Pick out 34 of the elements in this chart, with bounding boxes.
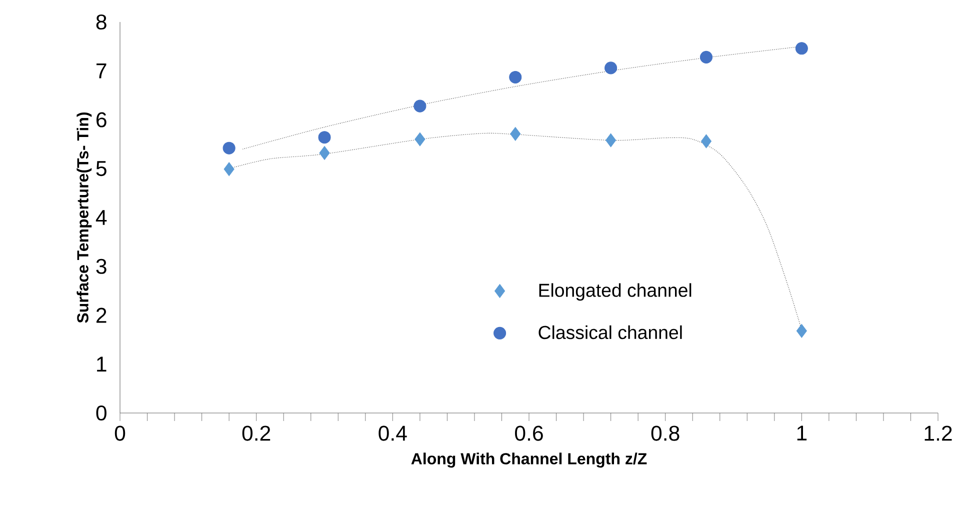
x-tick-label: 0.4 <box>378 426 407 441</box>
y-axis-title: Surface Temperture(Ts- Tin) <box>76 112 92 323</box>
x-tick-label: 0.6 <box>515 426 543 441</box>
point <box>414 100 426 112</box>
x-tick-label: 0.8 <box>651 426 680 441</box>
y-tick-label: 3 <box>96 258 106 274</box>
point <box>224 162 234 176</box>
y-tick-label: 5 <box>96 161 106 176</box>
point <box>510 126 521 141</box>
x-tick-label: 1.2 <box>924 426 952 441</box>
y-tick-label: 4 <box>96 210 107 225</box>
x-tick-label: 0 <box>114 426 126 441</box>
y-tick-label: 6 <box>96 112 106 128</box>
point <box>795 42 808 55</box>
point <box>796 324 807 338</box>
y-tick-label: 1 <box>97 356 106 372</box>
point <box>604 62 618 74</box>
point <box>700 50 713 64</box>
x-axis-title: Along With Channel Length z/Z <box>411 452 647 468</box>
y-tick-label: 7 <box>96 64 106 78</box>
y-tick-label: 2 <box>96 308 106 323</box>
point <box>700 134 712 148</box>
legend-label: Elongated channel <box>539 283 692 301</box>
y-tick-label: 8 <box>96 14 106 30</box>
point <box>414 132 426 146</box>
y-tick-label: 0 <box>96 405 106 421</box>
point <box>319 146 330 160</box>
x-tick-label: 0.2 <box>242 426 270 441</box>
point <box>509 70 522 84</box>
point <box>318 131 331 144</box>
legend-label: Classical channel <box>538 325 682 340</box>
x-tick-label: 1 <box>797 426 807 440</box>
point <box>606 133 616 148</box>
point <box>222 142 236 154</box>
